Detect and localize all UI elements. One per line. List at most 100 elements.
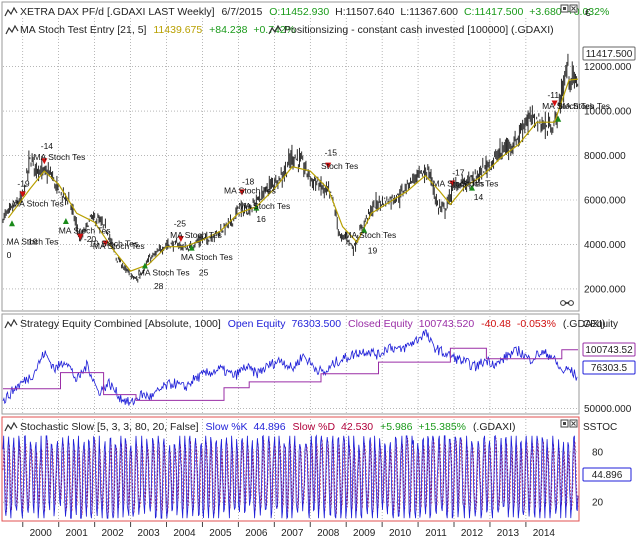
buy-signal-arrow [62,218,69,224]
bar-high: H:11507.640 [335,6,395,18]
open-equity-badge-value: 76303.5 [591,363,628,374]
equity-change: -40.48 [481,318,511,330]
equity-y-tick-label: 50000.000 [584,404,632,415]
closed-equity-label: Closed Equity [348,318,414,330]
positionsizing-icon[interactable] [268,24,282,35]
buy-signal-arrow [361,226,368,233]
slow-k-label: Slow %K [206,421,248,433]
x-tick-label: 2007 [281,528,304,539]
buy-signal-arrow [253,204,260,211]
ma-line [7,78,579,272]
closed-equity-line [3,347,578,401]
trade-annotation: Stoch Tes [321,161,358,171]
stoch-symbol: (.GDAXI) [473,421,516,433]
scissors-icon[interactable] [560,300,574,306]
instrument-title: XETRA DAX PF/d [.GDAXI LAST Weekly] 6/7/… [20,6,609,18]
indicator-change: +84.238 [209,24,247,36]
trade-annotation: MA Stoch Tes [558,101,610,111]
bar-change-pct: +0.032% [568,6,610,18]
equity-axis-name: CEquity [583,319,618,330]
trade-annotation: -20 [84,234,97,244]
equity-title: Strategy Equity Combined [Absolute, 1000… [20,318,605,330]
closed-equity-value: 100743.520 [419,318,475,330]
x-tick-label: 2002 [101,528,124,539]
trade-annotation: -19 [17,179,30,189]
trade-annotation: 19 Stoch Tes [89,239,138,249]
sell-signal-arrow [177,236,184,242]
slow-k-line [2,434,579,520]
grid-lines [3,18,578,519]
trade-annotation: MA Stoch Tes [542,101,594,111]
y-axis-labels: 2000.000 4000.000 6000.000 8000.000 10000.00… [584,62,632,509]
trade-annotation: 28 [154,281,164,291]
trade-annotation: MA Stoch Tes [238,201,290,211]
buy-signal-arrow [555,115,562,122]
instrument-name: XETRA DAX PF/d [.GDAXI LAST Weekly] [20,6,215,18]
stoch-panel-header: Stochastic Slow [5, 3, 3, 80, 20, False]… [4,419,617,433]
restore-icon[interactable] [560,4,569,13]
trade-annotation: -14 [41,141,54,151]
slow-k-badge-value: 44.896 [592,470,623,481]
slow-d-value: 42.530 [341,421,373,433]
equity-title-text: Strategy Equity Combined [Absolute, 1000… [20,318,221,330]
trade-annotation: 14 [474,192,484,202]
trade-annotation: MA Stoch Tes [432,179,484,189]
open-equity-line [2,329,578,406]
x-axis-labels: 2000 2001 2002 2003 2004 2005 2006 2007 2008 2009… [22,522,555,539]
buy-signal-arrow [468,184,475,191]
trade-annotation: MA Stoch Tes [138,268,190,278]
sell-signal-arrow [41,158,48,165]
close-icon[interactable] [569,4,578,13]
x-tick-label: 2004 [173,528,196,539]
stoch-change: +5.986 [380,421,413,433]
stoch-change-pct: +15.385% [418,421,466,433]
x-tick-label: 2006 [245,528,268,539]
price-y-tick-label: 4000.000 [584,240,626,251]
stoch-title: Stochastic Slow [5, 3, 3, 80, 20, False]… [20,421,516,433]
stoch-title-text: Stochastic Slow [5, 3, 3, 80, 20, False] [20,421,199,433]
trade-annotation: 0 [7,250,12,260]
bar-low: L:11367.600 [400,6,458,18]
slow-k-badge: 44.896 [582,467,632,482]
trade-annotation: MA Stoch Tes [7,236,59,246]
equity-toggle-icon[interactable] [4,318,18,329]
price-y-tick-label: 2000.000 [584,284,626,295]
indicator-icon[interactable] [5,24,19,35]
x-tick-label: 2003 [137,528,160,539]
stoch-toggle-icon[interactable] [4,421,18,432]
open-equity-badge: 76303.5 [582,360,636,375]
bar-open: O:11452.930 [269,6,329,18]
trade-annotation: -25 [174,219,187,229]
closed-equity-badge: 100743.52 [582,342,636,357]
bar-date: 6/7/2015 [221,6,262,18]
slow-d-label: Slow %D [293,421,336,433]
stoch-axis-name: SSTOC [583,422,617,433]
trade-annotation: 25 [199,268,209,278]
price-last-value: 11417.500 [586,49,633,60]
trade-annotation: -17 [452,168,465,178]
equity-panel-header: Strategy Equity Combined [Absolute, 1000… [4,318,618,330]
trade-annotation: MA Stoch Tes [170,230,222,240]
x-tick-label: 2012 [461,528,484,539]
trade-annotation: Stoch Tes [461,179,498,189]
trade-annotation: MA Stoch Tes [59,225,111,235]
price-last-badge: 11417.500 [582,46,636,61]
slow-k-value: 44.896 [253,421,285,433]
sell-signal-arrow [551,100,558,107]
bar-change: +3.680 [529,6,562,18]
stoch-restore-icon[interactable] [560,419,569,428]
trade-annotation: 19 [368,245,378,255]
bar-close: C:11417.500 [464,6,524,18]
price-y-tick-label: 10000.000 [584,107,632,118]
stoch-close-icon[interactable] [569,419,578,428]
x-tick-label: 2013 [497,528,520,539]
x-tick-label: 2009 [353,528,376,539]
trade-annotation: MA Stoch Tes [12,199,64,209]
buy-signal-arrow [141,262,148,269]
sell-signal-arrow [19,191,26,198]
stoch-y-tick-label: 20 [592,498,604,509]
buy-signal-arrow [8,220,15,227]
indicator-label: MA Stoch Test Entry [21, 5] [20,24,147,36]
panel-toggle-icon[interactable] [4,6,18,17]
